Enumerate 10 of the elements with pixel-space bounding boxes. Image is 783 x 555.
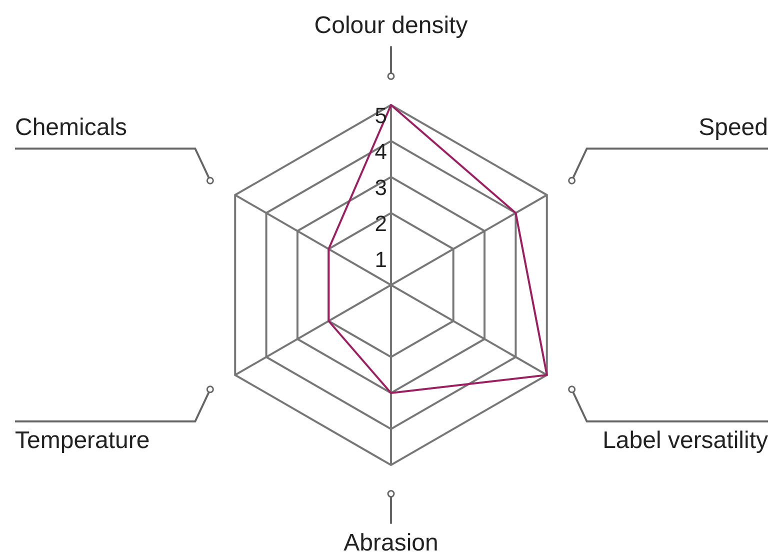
- spoke-label: Speed: [698, 114, 768, 142]
- y-tick-label: 3: [374, 175, 387, 200]
- spoke-label: Label versatility: [602, 427, 768, 454]
- y-tick-label: 4: [374, 139, 387, 164]
- spoke-label: Temperature: [15, 427, 150, 454]
- y-tick-label: 2: [374, 211, 387, 236]
- spoke-label: Colour density: [314, 12, 468, 39]
- y-tick-label: 1: [374, 247, 387, 272]
- spoke-label: Abrasion: [344, 529, 438, 555]
- spoke-label: Chemicals: [15, 114, 128, 142]
